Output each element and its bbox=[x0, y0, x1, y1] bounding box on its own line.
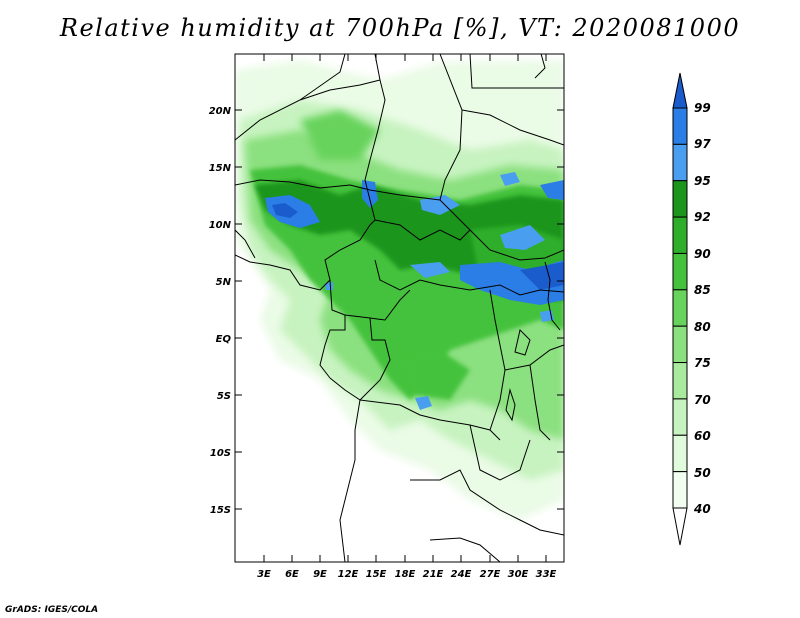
lon-label: 33E bbox=[536, 569, 557, 580]
lat-label: 10N bbox=[209, 220, 232, 231]
colorbar-cell bbox=[672, 107, 688, 145]
colorbar-cell bbox=[672, 434, 688, 473]
colorbar-cell bbox=[672, 471, 688, 509]
lat-label: EQ bbox=[216, 334, 232, 345]
colorbar-label: 85 bbox=[694, 283, 711, 297]
lat-label: 5N bbox=[216, 277, 232, 288]
colorbar-label: 75 bbox=[694, 356, 711, 370]
colorbar-label: 90 bbox=[694, 247, 711, 261]
colorbar-cell bbox=[672, 289, 688, 327]
lon-label: 27E bbox=[480, 569, 501, 580]
lat-label: 20N bbox=[209, 106, 232, 117]
lat-label: 10S bbox=[210, 448, 231, 459]
colorbar-cell bbox=[672, 180, 688, 218]
colorbar-cell bbox=[672, 362, 688, 400]
lat-label: 15N bbox=[209, 163, 232, 174]
lon-label: 12E bbox=[338, 569, 359, 580]
colorbar-cell bbox=[672, 216, 688, 254]
colorbar-bottom-arrow bbox=[672, 507, 688, 546]
colorbar-label: 97 bbox=[694, 137, 711, 151]
lon-label: 15E bbox=[366, 569, 387, 580]
colorbar-top-arrow bbox=[672, 72, 688, 109]
grads-credit: GrADS: IGES/COLA bbox=[5, 605, 99, 615]
map-frame bbox=[234, 53, 565, 563]
lon-label: 9E bbox=[313, 569, 327, 580]
colorbar-cell bbox=[672, 252, 688, 291]
colorbar-cell bbox=[672, 143, 688, 182]
lon-label: 30E bbox=[508, 569, 529, 580]
lat-label: 15S bbox=[210, 505, 231, 516]
lon-label: 24E bbox=[451, 569, 472, 580]
lat-label: 5S bbox=[217, 391, 231, 402]
lon-label: 3E bbox=[257, 569, 271, 580]
colorbar-label: 99 bbox=[694, 101, 711, 115]
lon-label: 21E bbox=[423, 569, 444, 580]
colorbar-label: 60 bbox=[694, 429, 711, 443]
lon-label: 18E bbox=[395, 569, 416, 580]
colorbar-cell bbox=[672, 398, 688, 436]
lon-label: 6E bbox=[285, 569, 299, 580]
country-borders bbox=[235, 54, 564, 562]
colorbar-label: 92 bbox=[694, 210, 711, 224]
colorbar-label: 70 bbox=[694, 393, 711, 407]
colorbar: 99 97 95 92 90 85 80 75 70 60 50 40 bbox=[672, 72, 711, 546]
colorbar-label: 50 bbox=[694, 466, 711, 480]
colorbar-label: 40 bbox=[693, 502, 711, 516]
map-title: Relative humidity at 700hPa [%], VT: 202… bbox=[59, 14, 741, 42]
colorbar-label: 80 bbox=[694, 320, 711, 334]
colorbar-cell bbox=[672, 325, 688, 364]
colorbar-label: 95 bbox=[694, 174, 711, 188]
